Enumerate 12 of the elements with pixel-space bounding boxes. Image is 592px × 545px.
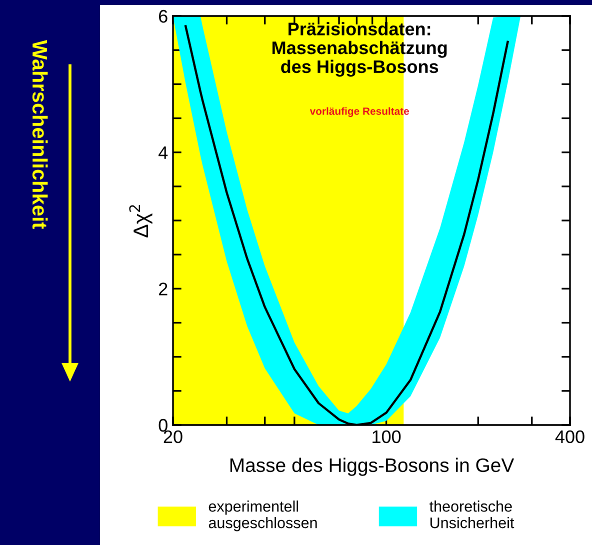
y-tick-label: 4 [158, 146, 168, 159]
x-tick-label: 20 [164, 430, 182, 444]
text: theoretische Unsicherheit [430, 500, 514, 528]
x-axis-title: Masse des Higgs-Bosons in GeV [230, 458, 514, 476]
text: Wahrscheinlichkeit [32, 40, 48, 229]
y-tick-label: 6 [159, 10, 168, 23]
y-tick-label: 0 [158, 418, 168, 432]
legend-label: experimentell ausgeschlossen [208, 500, 317, 532]
y-axis-title: Δχ$^{2}$ [129, 205, 152, 238]
y-tick-label: 2 [159, 282, 168, 296]
x-tick-label: 100 [372, 430, 401, 444]
x-tick-label: 400 [555, 430, 584, 444]
